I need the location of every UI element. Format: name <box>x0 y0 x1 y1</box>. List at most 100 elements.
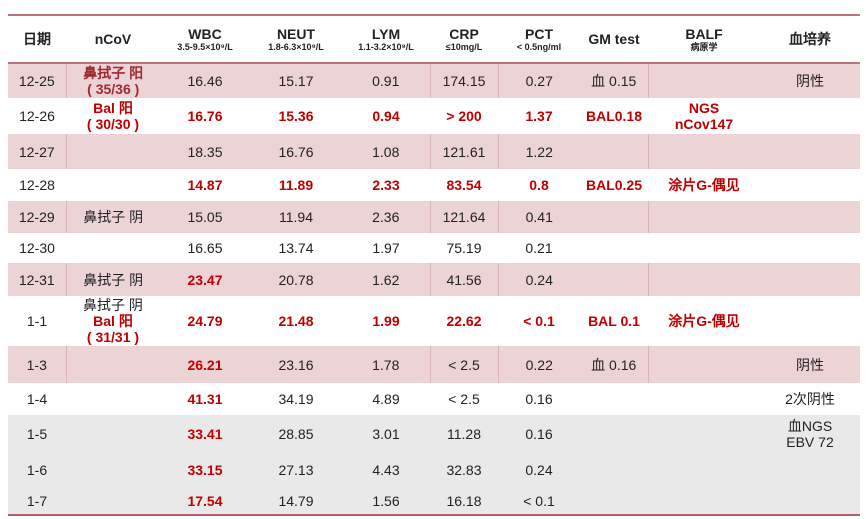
header-blood-culture: 血培养 <box>760 16 860 64</box>
cell-balf <box>648 233 760 263</box>
cell-pct: 1.37 <box>498 98 580 134</box>
cell-text: 12-25 <box>18 73 55 89</box>
cell-gm-test <box>580 233 648 263</box>
cell-text: 0.41 <box>525 209 553 225</box>
cell-blood-culture <box>760 453 860 487</box>
cell-text: < 0.1 <box>523 313 555 329</box>
cell-ncov: 鼻拭子 阴 <box>65 201 160 233</box>
cell-ncov <box>66 453 160 487</box>
cell-date: 12-28 <box>8 169 66 201</box>
header-title: PCT <box>525 25 553 42</box>
cell-line: Bal 阳 <box>93 313 133 329</box>
cell-gm-test: BAL0.25 <box>580 169 648 201</box>
cell-text: 16.46 <box>187 73 223 89</box>
cell-line: ( 31/31 ) <box>86 329 140 345</box>
cell-pct: 0.21 <box>498 233 580 263</box>
cell-pct: 0.16 <box>498 383 580 415</box>
cell-lym: 2.33 <box>342 169 430 201</box>
cell-text: 血NGS EBV 72 <box>786 418 834 450</box>
cell-text: 16.65 <box>187 240 223 256</box>
cell-balf <box>648 487 760 514</box>
cell-text: 1-6 <box>26 462 48 478</box>
cell-text: 11.28 <box>447 426 481 442</box>
cell-date: 12-31 <box>8 263 66 296</box>
cell-text: 22.62 <box>446 313 482 329</box>
cell-crp: < 2.5 <box>430 383 498 415</box>
cell-text: 1-1 <box>26 313 48 329</box>
cell-text: 121.64 <box>442 209 486 225</box>
cell-text: 12-31 <box>18 271 55 288</box>
cell-text: 1.37 <box>525 108 553 124</box>
cell-wbc: 16.65 <box>160 233 250 263</box>
cell-neut: 11.94 <box>250 201 342 233</box>
header-title: 日期 <box>23 31 51 47</box>
cell-pct: < 0.1 <box>498 296 580 346</box>
cell-text: 1.08 <box>372 143 400 160</box>
cell-date: 12-29 <box>8 201 66 233</box>
cell-gm-test: BAL0.18 <box>580 98 648 134</box>
cell-text: 174.15 <box>442 73 486 89</box>
cell-neut: 11.89 <box>250 169 342 201</box>
cell-lym: 2.36 <box>342 201 430 233</box>
cell-neut: 15.17 <box>250 63 342 98</box>
cell-text: 0.22 <box>525 356 553 373</box>
header-unit: 3.5-9.5×10⁹/L <box>177 41 233 52</box>
cell-text: 23.16 <box>278 356 314 373</box>
cell-text: 1-4 <box>26 391 48 407</box>
cell-text: 2次阴性 <box>785 391 835 407</box>
cell-ncov <box>65 134 160 169</box>
cell-text: NGS nCov147 <box>674 100 734 132</box>
cell-text: > 200 <box>446 108 482 124</box>
cell-crp: 11.28 <box>430 415 498 453</box>
cell-gm-test: 血 0.15 <box>580 63 648 98</box>
cell-text: 28.85 <box>278 426 314 442</box>
cell-gm-test <box>580 415 648 453</box>
table-row: 1-3 26.21 23.16 1.78 < 2.5 0.22 血 0.16 阴性 <box>8 346 860 383</box>
header-unit: ≤10mg/L <box>445 41 483 52</box>
cell-neut: 34.19 <box>250 383 342 415</box>
cell-lym: 4.89 <box>342 383 430 415</box>
header-neut: NEUT 1.8-6.3×10⁹/L <box>250 16 342 64</box>
cell-text: 16.76 <box>278 143 314 160</box>
cell-text: 83.54 <box>446 177 482 193</box>
cell-lym: 1.62 <box>342 263 430 296</box>
cell-ncov <box>66 415 160 453</box>
cell-text: BAL 0.1 <box>588 313 640 329</box>
cell-text: 121.61 <box>442 143 486 160</box>
cell-text: 12-26 <box>19 108 55 124</box>
header-title: NEUT <box>276 25 316 42</box>
cell-blood-culture: 血NGS EBV 72 <box>760 415 860 453</box>
cell-lym: 0.94 <box>342 98 430 134</box>
cell-blood-culture: 阴性 <box>760 346 860 383</box>
cell-text: Bal 阳 ( 30/30 ) <box>86 100 140 132</box>
cell-blood-culture <box>760 296 860 346</box>
cell-text: 4.89 <box>372 391 400 407</box>
cell-text: 41.31 <box>187 391 223 407</box>
cell-gm-test <box>580 487 648 514</box>
cell-balf: 涂片G-偶见 <box>648 296 760 346</box>
cell-text: 0.21 <box>525 240 553 256</box>
cell-date: 12-27 <box>8 134 66 169</box>
table-row: 1-1 鼻拭子 阴 Bal 阳( 31/31 ) 24.79 21.48 1.99 22.6… <box>8 296 860 346</box>
cell-ncov <box>66 383 160 415</box>
cell-lym: 1.97 <box>342 233 430 263</box>
table-row: 12-25 鼻拭子 阳 ( 35/36 ) 16.46 15.17 0.91 174.15… <box>8 63 860 98</box>
header-gm-test: GM test <box>580 16 648 64</box>
table-row: 12-26 Bal 阳 ( 30/30 ) 16.76 15.36 0.94 > 200 1… <box>8 98 860 134</box>
cell-text: 鼻拭子 阴 <box>83 271 144 288</box>
cell-wbc: 26.21 <box>160 346 250 383</box>
cell-text: 15.36 <box>278 108 314 124</box>
cell-text: 16.18 <box>446 492 482 509</box>
cell-text: 12-28 <box>19 177 55 193</box>
header-title: GM test <box>588 31 640 47</box>
cell-neut: 21.48 <box>250 296 342 346</box>
cell-wbc: 15.05 <box>160 201 250 233</box>
cell-pct: 1.22 <box>497 134 580 169</box>
cell-wbc: 33.15 <box>160 453 250 487</box>
table-row: 12-27 18.35 16.76 1.08 121.61 1.22 <box>8 134 860 169</box>
cell-text: 13.74 <box>278 240 314 256</box>
cell-text: 15.05 <box>187 209 223 225</box>
cell-ncov: Bal 阳 ( 30/30 ) <box>66 98 160 134</box>
header-date: 日期 <box>8 16 66 64</box>
cell-balf <box>647 134 760 169</box>
